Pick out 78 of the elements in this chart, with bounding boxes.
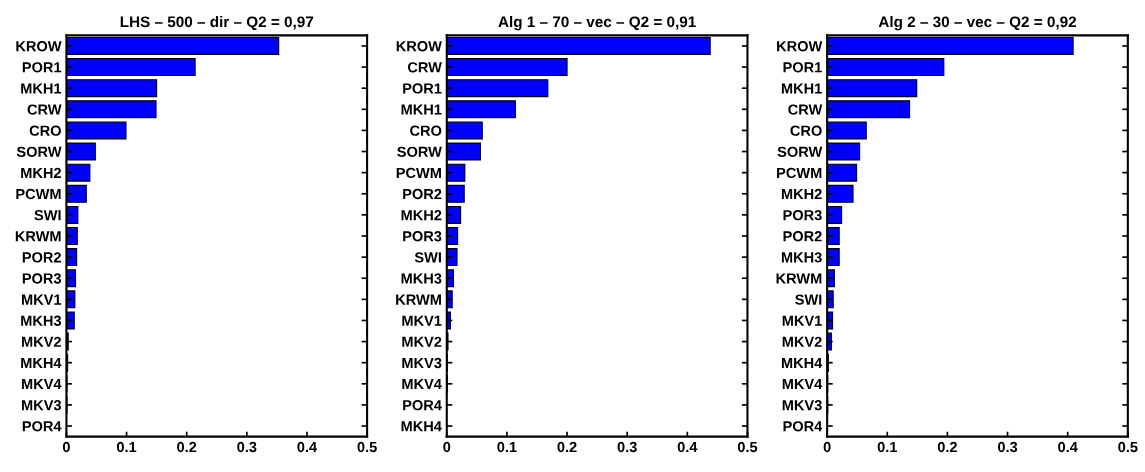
y-tick-label: POR2 xyxy=(783,231,822,242)
y-tick-label: MKH4 xyxy=(781,357,823,368)
y-tick-label: MKV2 xyxy=(402,336,442,347)
y-tick-label: MKH1 xyxy=(21,83,62,94)
x-tick-label: 0.2 xyxy=(557,441,577,453)
y-tick-label: MKH3 xyxy=(401,273,442,284)
y-tick-label: MKV4 xyxy=(782,379,823,390)
y-tick-label: CRO xyxy=(29,125,61,136)
y-tick-label: KROW xyxy=(777,41,823,52)
y-tick-label: CRW xyxy=(788,104,823,115)
y-tick-label: MKH3 xyxy=(21,315,62,326)
y-tick-label: KRWM xyxy=(15,231,61,242)
y-tick-label: MKH4 xyxy=(401,421,442,432)
y-tick-label: SWI xyxy=(795,294,822,305)
y-tick-label: POR3 xyxy=(22,273,62,284)
y-tick-label: MKV3 xyxy=(402,357,442,369)
y-tick-label: MKV2 xyxy=(22,336,61,347)
y-tick-label: KROW xyxy=(396,41,442,52)
y-tick-label: CRW xyxy=(27,104,62,115)
chart-title: LHS – 500 – dir – Q2 = 0,97 xyxy=(120,16,314,31)
y-tick-label: SORW xyxy=(16,146,62,157)
y-tick-label: MKH3 xyxy=(781,252,822,263)
y-tick-label: MKH1 xyxy=(781,83,822,94)
y-tick-label: SWI xyxy=(414,252,441,263)
y-tick-label: SORW xyxy=(397,146,442,157)
y-tick-label: PCWM xyxy=(777,167,822,179)
y-tick-label: MKV1 xyxy=(402,315,442,326)
y-tick-label: KROW xyxy=(16,41,62,52)
y-tick-label: MKV2 xyxy=(782,336,822,347)
y-tick-label: MKH2 xyxy=(21,167,61,178)
y-tick-label: MKV1 xyxy=(782,315,822,326)
y-tick-label: CRO xyxy=(410,125,442,136)
x-tick-label: 0.2 xyxy=(177,441,197,453)
y-tick-label: CRW xyxy=(407,62,442,73)
y-tick-label: MKV1 xyxy=(22,294,62,305)
y-tick-label: KRWM xyxy=(776,273,822,284)
y-tick-label: CRO xyxy=(790,125,822,136)
y-tick-label: MKV4 xyxy=(402,379,442,390)
y-tick-label: KRWM xyxy=(396,294,441,305)
y-tick-label: POR4 xyxy=(403,400,442,411)
x-tick-label: 0.2 xyxy=(937,441,957,453)
y-tick-label: MKV4 xyxy=(22,379,62,390)
chart-title: Alg 1 – 70 – vec – Q2 = 0,91 xyxy=(498,16,696,31)
y-tick-label: MKH2 xyxy=(781,188,822,200)
x-tick-label: 0.1 xyxy=(877,441,898,453)
x-tick-label: 0.5 xyxy=(1118,441,1138,453)
y-tick-label: POR1 xyxy=(403,83,442,94)
x-tick-label: 0.4 xyxy=(297,441,318,453)
y-tick-label: POR3 xyxy=(783,209,822,221)
x-tick-label: 0.5 xyxy=(737,441,758,453)
x-tick-label: 0.4 xyxy=(1058,441,1078,453)
y-tick-label: MKH4 xyxy=(21,357,62,368)
x-tick-label: 0 xyxy=(443,441,451,453)
x-tick-label: 0 xyxy=(62,441,70,453)
x-tick-label: 0.3 xyxy=(237,441,257,453)
x-tick-label: 0.3 xyxy=(617,441,637,453)
chart-title: Alg 2 – 30 – vec – Q2 = 0,92 xyxy=(878,16,1077,31)
x-tick-label: 0.1 xyxy=(497,441,517,453)
y-tick-label: PCWM xyxy=(396,167,441,179)
y-tick-label: SWI xyxy=(34,209,61,221)
y-tick-label: POR4 xyxy=(22,421,62,432)
x-tick-label: 0.3 xyxy=(997,441,1018,453)
y-tick-label: MKH1 xyxy=(401,104,442,115)
y-tick-label: MKV3 xyxy=(22,400,62,411)
y-tick-label: MKV3 xyxy=(782,400,822,411)
y-tick-label: POR2 xyxy=(22,252,61,263)
x-tick-label: 0 xyxy=(823,441,831,453)
y-tick-label: PCWM xyxy=(16,188,61,200)
x-tick-label: 0.1 xyxy=(116,441,137,453)
x-tick-label: 0.4 xyxy=(677,441,698,453)
y-tick-label: MKH2 xyxy=(401,209,442,221)
y-tick-label: POR1 xyxy=(783,62,822,73)
y-tick-label: POR2 xyxy=(403,188,442,200)
y-tick-label: SORW xyxy=(777,146,823,157)
y-tick-label: POR1 xyxy=(22,62,62,73)
y-tick-label: POR4 xyxy=(783,421,823,432)
x-tick-label: 0.5 xyxy=(357,441,377,453)
y-tick-label: POR3 xyxy=(403,231,442,242)
